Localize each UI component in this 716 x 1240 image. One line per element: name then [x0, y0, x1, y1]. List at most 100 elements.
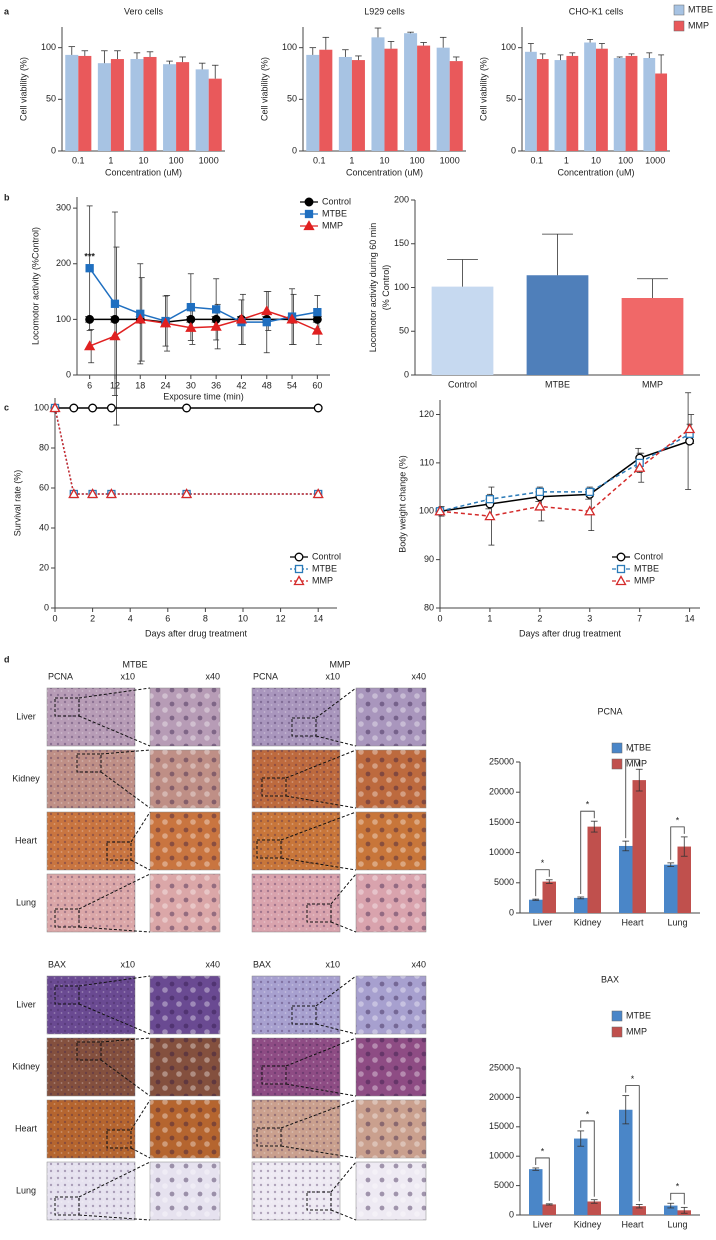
legend-marker [294, 552, 304, 562]
bar [554, 60, 567, 151]
data-point [313, 307, 322, 317]
x-tick-label: 30 [186, 380, 196, 390]
magnification-label: x40 [205, 959, 220, 969]
histology-texture [252, 1100, 340, 1158]
bar [542, 881, 556, 913]
histology-texture [252, 976, 340, 1034]
x-tick-label: 6 [165, 613, 170, 623]
zoom-line [78, 715, 151, 747]
zoom-box [256, 1127, 282, 1147]
legend-label: MMP [322, 220, 343, 230]
significance-bracket [580, 1120, 595, 1197]
legend-swatch [673, 4, 685, 16]
zoom-line [100, 771, 151, 809]
zoom-box [291, 717, 317, 737]
data-point [85, 264, 94, 273]
zoom-line [315, 687, 357, 719]
y-tick-label: 5000 [494, 877, 514, 887]
bar [351, 60, 365, 151]
histology-texture [252, 1038, 340, 1096]
bar [195, 69, 209, 151]
x-tick-label: 3 [587, 613, 592, 623]
data-point [262, 318, 271, 327]
zoom-box [306, 903, 332, 923]
bar [664, 1205, 678, 1215]
x-tick-label: 24 [161, 380, 171, 390]
zoom-box [261, 777, 287, 797]
x-tick-label: 1000 [199, 155, 219, 165]
bar [574, 897, 588, 913]
legend-marker [616, 564, 626, 574]
series-line [54, 407, 319, 495]
significance-label: * [631, 1074, 635, 1084]
zoom-line [285, 749, 357, 779]
y-tick-label: 100 [501, 42, 516, 52]
y-axis-label: Cell viability (%) [478, 57, 488, 121]
data-point [683, 423, 696, 434]
bar [208, 78, 222, 151]
y-tick-label: 80 [424, 602, 434, 612]
zoom-line [130, 859, 151, 871]
chart-title: L929 cells [364, 6, 405, 16]
data-point [180, 488, 193, 499]
zoom-box [256, 839, 282, 859]
chart-title: CHO-K1 cells [569, 6, 624, 16]
x-tick-label: 12 [276, 613, 286, 623]
histology-texture [356, 874, 426, 932]
x-axis-label: Concentration (uM) [557, 167, 634, 177]
legend-swatch [611, 742, 623, 754]
legend-label: MMP [312, 575, 333, 585]
stain-label: PCNA [253, 671, 278, 681]
data-point [69, 403, 79, 413]
bar [176, 62, 190, 152]
histology-texture [47, 812, 135, 870]
x-tick-label: Liver [533, 917, 553, 927]
x-tick-label: 0.1 [531, 155, 544, 165]
legend-label: MTBE [626, 742, 651, 752]
zoom-box [306, 1191, 332, 1211]
data-point [85, 314, 95, 324]
x-tick-label: 100 [410, 155, 425, 165]
y-axis-label: Locomotor activity (%Control) [30, 227, 40, 345]
data-point [210, 320, 222, 331]
zoom-box [106, 841, 132, 861]
zoom-box [76, 1041, 102, 1061]
y-tick-label: 25000 [489, 1062, 514, 1072]
bar [524, 51, 537, 151]
significance-label: * [676, 1182, 680, 1192]
zoom-line [130, 1147, 151, 1159]
x-tick-label: 1 [108, 155, 113, 165]
bar [677, 846, 691, 913]
zoom-box [261, 1065, 287, 1085]
data-point [185, 321, 197, 332]
bar [587, 826, 601, 913]
x-tick-label: 6 [87, 380, 92, 390]
x-tick-label: 1 [564, 155, 569, 165]
magnification-label: x40 [411, 671, 426, 681]
bar [643, 58, 656, 151]
bar [574, 1138, 588, 1215]
bar [587, 1201, 601, 1215]
x-axis-label: Concentration (uM) [346, 167, 423, 177]
y-tick-label: 50 [46, 94, 56, 104]
histology-texture [252, 1162, 340, 1220]
chart-title: Vero cells [124, 6, 164, 16]
bar [78, 55, 92, 151]
x-tick-label: Kidney [574, 917, 602, 927]
y-tick-label: 20000 [489, 1092, 514, 1102]
data-point [584, 505, 596, 516]
significance-bracket [580, 810, 595, 894]
bar [619, 845, 633, 913]
data-point [134, 313, 146, 324]
x-tick-label: 42 [236, 380, 246, 390]
bar [529, 1169, 543, 1215]
data-point [186, 302, 196, 312]
x-tick-label: Lung [667, 1219, 687, 1229]
x-tick-label: 100 [618, 155, 633, 165]
histology-texture [150, 688, 220, 746]
y-tick-label: 300 [56, 203, 71, 213]
column-title: MTBE [122, 659, 147, 669]
y-axis-label: (% Control) [381, 265, 391, 311]
panel-label: b [4, 192, 10, 202]
